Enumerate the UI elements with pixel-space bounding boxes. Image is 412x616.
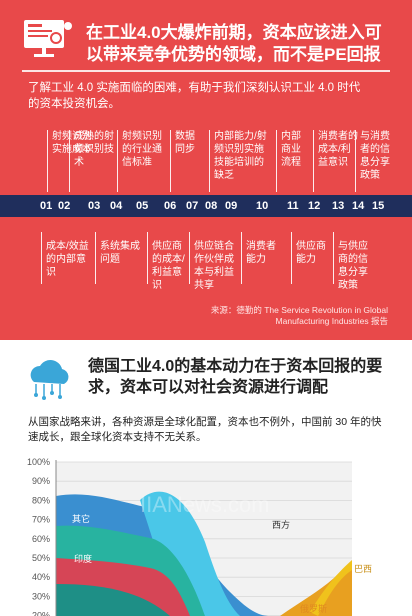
y-tick-labels: 100% 90% 80% 70% 60% 50% 40% 30% 20% [27,457,50,616]
source-note: 来源：德勤的 The Service Revolution in Global … [210,305,388,326]
factor-02: 成本/效益的内部意识 [41,232,89,284]
y-tick-label: 80% [32,495,50,505]
y-tick-label: 40% [32,572,50,582]
factor-03: 成熟的射频识别技术 [69,130,114,192]
step-number-05: 05 [136,200,149,212]
series-label-west: 西方 [272,519,290,530]
factor-07: 数据同步 [170,130,203,192]
factor-14: 与供应商的信息分享政策 [333,232,374,292]
factor-12: 供应商能力 [291,232,326,284]
y-tick-label: 30% [32,591,50,601]
step-number-12: 12 [308,200,321,212]
step-number-14: 14 [352,200,365,212]
factors-panel: 在工业4.0大爆炸前期，资本应该进入可以带来竞争优势的领域，而不是PE回报 了解… [0,0,412,340]
gdp-share-chart: 100% 90% 80% 70% 60% 50% 40% 30% 20% 其它 印度 西方 巴西… [27,457,372,616]
y-tick-label: 90% [32,476,50,486]
step-number-10: 10 [256,200,269,212]
factor-06: 供应商的成本/利益意识 [147,232,190,292]
step-number-11: 11 [287,200,299,212]
step-number-03: 03 [88,200,101,212]
series-teal-area [56,584,170,616]
series-brazil-area [310,560,352,616]
timeline-band [0,195,412,217]
series-label-other: 其它 [72,513,90,524]
y-tick-label: 50% [32,553,50,563]
step-number-01: 01 [40,200,53,212]
y-tick-label: 70% [32,515,50,525]
series-russia-area [280,564,352,616]
y-tick-label: 60% [32,534,50,544]
section-intro: 从国家战略来讲，各种资源是全球化配置，资本也不例外，中国前 30 年的快速成长，… [28,416,382,443]
factor-09: 内部能力/射频识别实施技能培训的缺乏 [209,130,272,192]
factor-05: 射频识别的行业通信标准 [117,130,162,192]
intro-text: 了解工业 4.0 实施面临的困难，有助于我们深刻认识工业 4.0 时代的资本投资… [28,82,361,110]
step-number-09: 09 [225,200,238,212]
factor-13: 消费者的成本/利益意识 [313,130,358,192]
presentation-icon [24,20,72,57]
step-number-07: 07 [186,200,199,212]
factor-10: 消费者能力 [241,232,276,284]
factor-11: 内部商业流程 [276,130,309,192]
step-number-06: 06 [164,200,177,212]
series-label-brazil: 巴西 [354,564,372,574]
step-number-04: 04 [110,200,123,212]
y-tick-label: 20% [32,611,50,616]
watermark: IIANews.com [140,492,270,517]
factor-08: 供应链合作伙伴成本与利益共享 [189,232,238,292]
step-number-02: 02 [58,200,71,212]
factor-04: 系统集成问题 [95,232,140,284]
step-number-08: 08 [205,200,218,212]
step-number-15: 15 [372,200,385,212]
series-label-russia: 俄罗斯 [300,603,327,614]
step-number-13: 13 [332,200,345,212]
y-tick-label: 100% [27,457,50,467]
divider [22,70,390,72]
cloud-network-icon [30,360,69,400]
series-label-india: 印度 [74,553,92,564]
factor-01: 射频识别实施成本 [47,130,92,192]
factor-15: 与消费者的信息分享政策 [355,130,396,192]
panel-title: 在工业4.0大爆炸前期，资本应该进入可以带来竞争优势的领域，而不是PE回报 [86,23,382,64]
section-title: 德国工业4.0的基本动力在于资本回报的要求，资本可以对社会资源进行调配 [88,358,383,396]
